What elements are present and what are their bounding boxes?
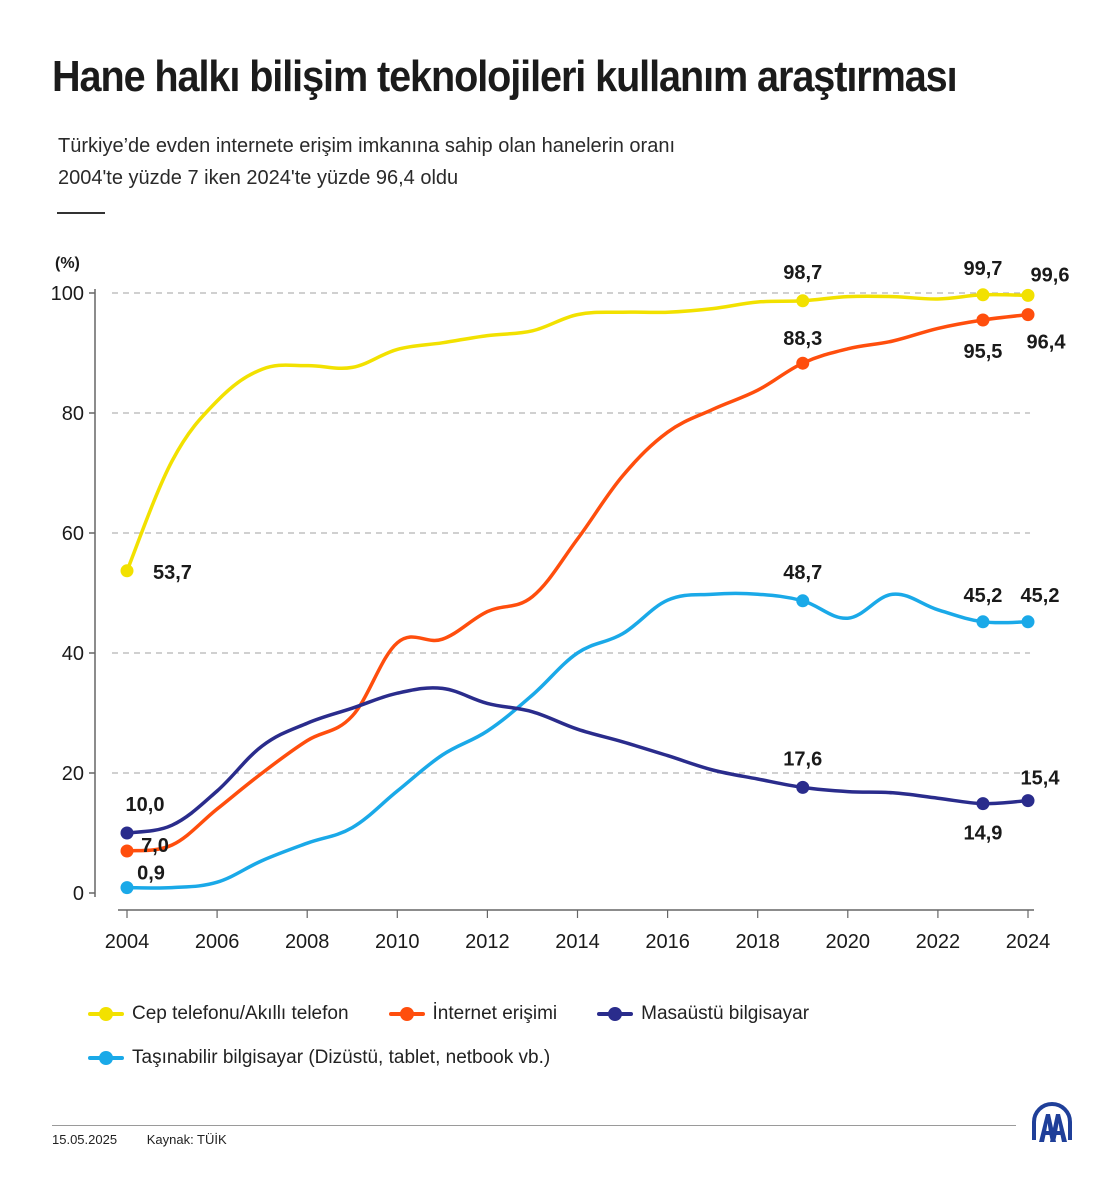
data-point-portable [976, 615, 990, 629]
aa-logo-icon [1032, 1102, 1072, 1142]
x-tick-label: 2024 [1006, 931, 1051, 953]
data-markers [120, 288, 1035, 895]
subtitle-line-2: 2004'te yüzde 7 iken 2024'te yüzde 96,4 … [58, 167, 459, 189]
legend-label-internet: İnternet erişimi [432, 1003, 558, 1024]
data-label-internet: 96,4 [1027, 332, 1067, 354]
legend-row-2: Taşınabilir bilgisayar (Dizüstü, tablet,… [88, 1044, 849, 1072]
data-label-portable: 45,2 [1021, 585, 1060, 607]
series-line-internet [125, 312, 1030, 853]
data-point-desktop [1021, 794, 1035, 808]
data-point-internet [796, 356, 810, 370]
y-axis-label: (%) [55, 255, 80, 272]
legend-item-mobile[interactable]: Cep telefonu/Akıllı telefon [88, 1003, 349, 1025]
series-line-desktop [125, 686, 1030, 835]
y-tick-label: 0 [73, 883, 84, 905]
chart-title: Hane halkı bilişim teknolojileri kullanı… [52, 52, 958, 101]
y-tick-label: 40 [62, 643, 84, 665]
data-point-mobile [796, 294, 810, 308]
data-point-mobile [120, 564, 134, 578]
data-point-mobile [1021, 288, 1035, 302]
data-point-desktop [976, 797, 990, 811]
data-label-mobile: 99,6 [1031, 264, 1070, 286]
data-label-desktop: 10,0 [126, 794, 165, 816]
series-lines [125, 292, 1030, 890]
x-tick-label: 2016 [645, 931, 690, 953]
legend-swatch-mobile [88, 1007, 124, 1021]
data-point-internet [120, 844, 134, 858]
legend-label-portable: Taşınabilir bilgisayar (Dizüstü, tablet,… [132, 1047, 551, 1068]
x-tick-label: 2006 [195, 931, 240, 953]
data-point-mobile [976, 288, 990, 302]
x-tick-label: 2004 [105, 931, 150, 953]
x-tick-label: 2022 [916, 931, 961, 953]
data-labels: 53,7 98,7 99,7 99,6 7,0 88,3 95,5 96,4 0,9 48,7 45… [126, 258, 1070, 885]
data-label-desktop: 14,9 [963, 823, 1002, 845]
data-label-portable: 48,7 [783, 562, 822, 584]
data-point-desktop [796, 780, 810, 794]
legend-row-1: Cep telefonu/Akıllı telefon İnternet eri… [88, 1000, 849, 1028]
footer-date: 15.05.2025 [52, 1132, 118, 1147]
chart-subtitle: Türkiye’de evden internete erişim imkanı… [58, 130, 675, 194]
legend-swatch-desktop [597, 1007, 634, 1021]
data-label-mobile: 99,7 [963, 258, 1002, 280]
line-chart: (%) 0 20 40 60 80 100 2004 2006 2008 2010 2012 2014 2… [51, 255, 1070, 953]
x-tick-label: 2008 [285, 931, 330, 953]
legend-item-desktop[interactable]: Masaüstü bilgisayar [597, 1003, 809, 1025]
data-point-portable [1021, 615, 1035, 629]
series-line-portable [125, 591, 1030, 890]
legend-item-internet[interactable]: İnternet erişimi [388, 1003, 558, 1025]
data-label-desktop: 15,4 [1021, 768, 1061, 790]
y-tick-label: 100 [51, 283, 84, 305]
gridlines [112, 292, 1030, 774]
legend-label-mobile: Cep telefonu/Akıllı telefon [132, 1003, 349, 1024]
legend-swatch-internet [388, 1007, 425, 1021]
legend-swatch-portable [88, 1051, 124, 1065]
y-tick-label: 80 [62, 403, 84, 425]
data-label-internet: 95,5 [963, 341, 1002, 363]
data-point-internet [976, 313, 990, 327]
axes: (%) 0 20 40 60 80 100 2004 2006 2008 2010 2012 2014 2… [51, 255, 1051, 953]
data-point-portable [120, 881, 134, 895]
x-tick-label: 2018 [735, 931, 780, 953]
x-tick-label: 2020 [826, 931, 871, 953]
series-line-mobile [125, 292, 1030, 573]
data-label-internet: 88,3 [783, 328, 822, 350]
legend: Cep telefonu/Akıllı telefon İnternet eri… [88, 1000, 849, 1088]
data-point-desktop [120, 826, 134, 840]
footer-divider [52, 1125, 1016, 1126]
footer-source: Kaynak: TÜİK [146, 1132, 227, 1147]
y-tick-label: 20 [62, 763, 84, 785]
footer: 15.05.2025 Kaynak: TÜİK [52, 1132, 253, 1147]
data-label-portable: 45,2 [963, 585, 1002, 607]
x-tick-label: 2012 [465, 931, 510, 953]
data-label-mobile: 53,7 [153, 562, 192, 584]
title-divider [57, 212, 105, 214]
x-tick-label: 2010 [375, 931, 420, 953]
data-label-desktop: 17,6 [783, 748, 822, 770]
data-point-internet [1021, 308, 1035, 322]
legend-item-portable[interactable]: Taşınabilir bilgisayar (Dizüstü, tablet,… [88, 1047, 550, 1069]
subtitle-line-1: Türkiye’de evden internete erişim imkanı… [58, 135, 676, 157]
data-label-internet: 7,0 [141, 835, 169, 857]
y-tick-label: 60 [62, 523, 84, 545]
x-tick-label: 2014 [555, 931, 600, 953]
data-label-mobile: 98,7 [783, 262, 822, 284]
data-point-portable [796, 594, 810, 608]
legend-label-desktop: Masaüstü bilgisayar [641, 1003, 810, 1024]
data-label-portable: 0,9 [137, 863, 165, 885]
